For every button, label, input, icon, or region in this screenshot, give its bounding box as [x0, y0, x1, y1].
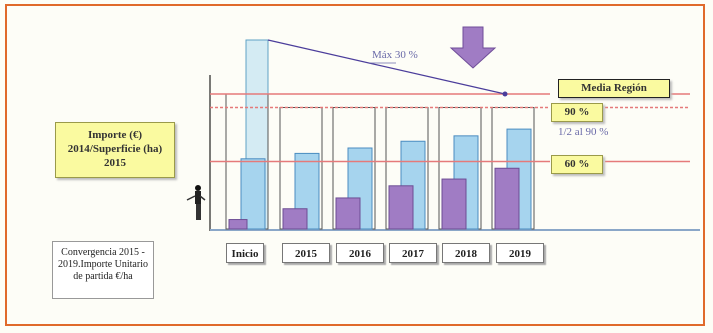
bar-blue-inicio — [240, 158, 266, 230]
bar-purple-inicio — [228, 219, 248, 230]
half-gap-annotation: 1/2 al 90 % — [558, 126, 609, 138]
tick-label-inicio: Inicio — [226, 243, 264, 263]
person-figure-icon — [186, 185, 206, 220]
amounts-box-line3: 2015 — [104, 157, 126, 169]
reference-label-90: 90 % — [551, 103, 603, 122]
bar-purple-2016 — [335, 197, 361, 230]
bar-purple-2017 — [388, 185, 414, 230]
amounts-box-line1: Importe (€) — [87, 129, 143, 141]
bar-purple-2018 — [441, 178, 467, 230]
max-reduction-annotation: Máx 30 % — [372, 49, 418, 61]
down-arrow-icon — [449, 26, 497, 69]
bar-purple-2015 — [282, 208, 308, 230]
tick-label-2015: 2015 — [282, 243, 330, 263]
tick-label-2019: 2019 — [496, 243, 544, 263]
reference-label-media-region: Media Región — [558, 79, 670, 98]
tick-label-2017: 2017 — [389, 243, 437, 263]
amounts-box-line2: 2014/Superficie (ha) — [67, 143, 163, 155]
reference-label-60: 60 % — [551, 155, 603, 174]
convergence-note: Convergencia 2015 - 2019.Importe Unitari… — [52, 241, 154, 299]
tick-label-2016: 2016 — [336, 243, 384, 263]
tick-label-2018: 2018 — [442, 243, 490, 263]
bar-purple-2019 — [494, 167, 520, 230]
amounts-box: Importe (€) 2014/Superficie (ha) 2015 — [55, 122, 175, 178]
max-reduction-trend-line — [267, 39, 506, 95]
